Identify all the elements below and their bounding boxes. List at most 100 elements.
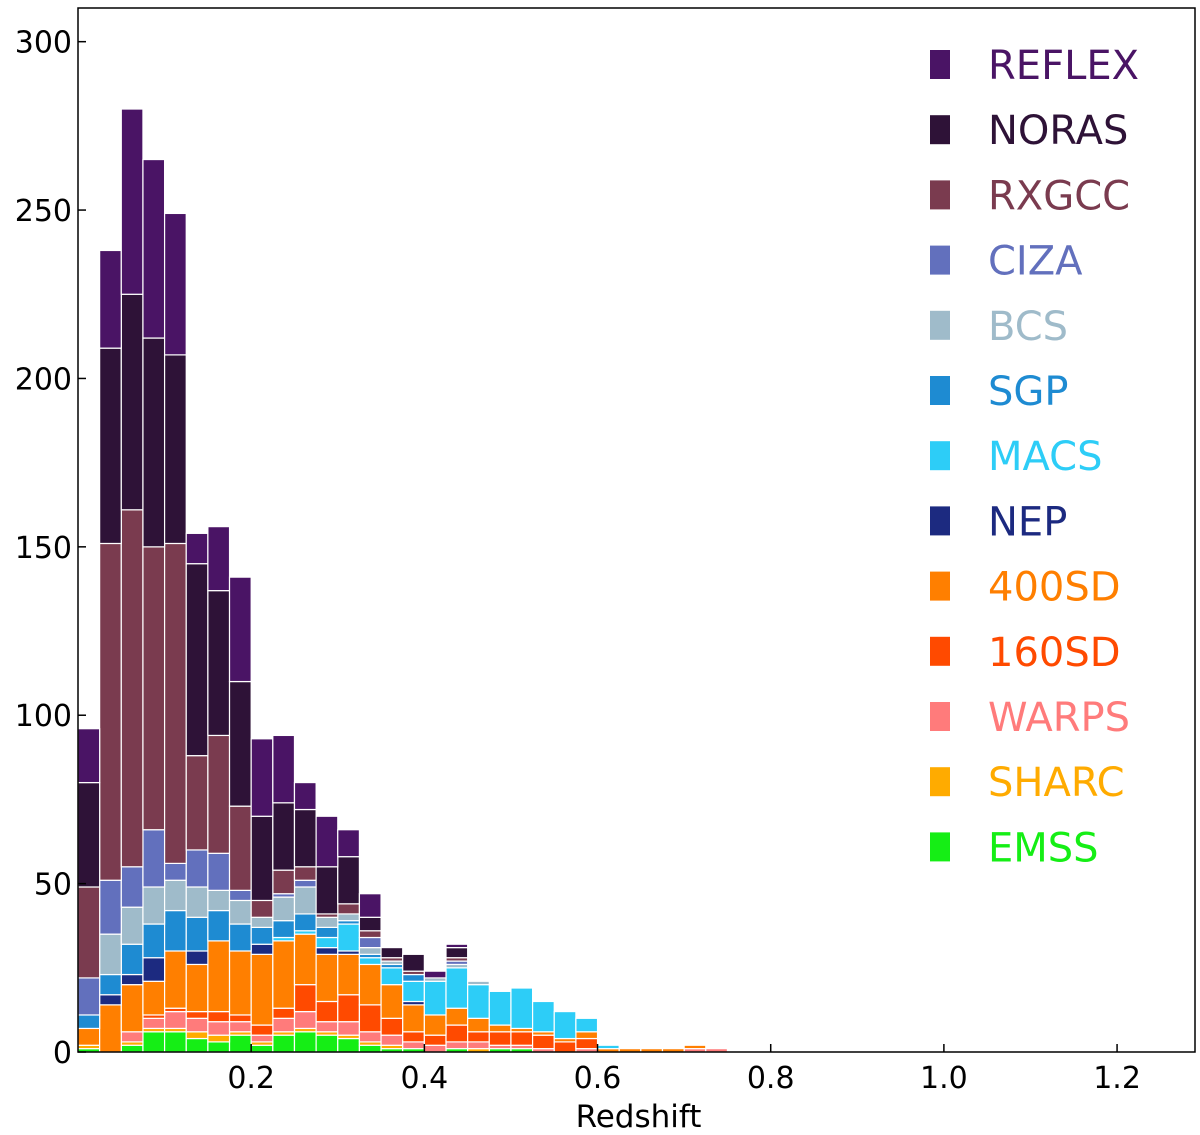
bar-warps-2 xyxy=(120,1031,144,1043)
bar-macs-16 xyxy=(423,980,447,1016)
bar-warps-9 xyxy=(272,1017,296,1033)
bar-noras-15 xyxy=(402,953,425,972)
bar-400sd-23 xyxy=(575,1031,599,1040)
x-tick-label: 0.4 xyxy=(400,1061,448,1096)
legend-label-macs: MACS xyxy=(988,434,1103,480)
bar-noras-6 xyxy=(207,590,231,737)
bar-400sd-15 xyxy=(402,1004,425,1033)
legend-swatch-warps xyxy=(930,702,950,731)
bar-warps-17 xyxy=(445,1041,469,1050)
bar-noras-12 xyxy=(337,856,361,905)
bar-sgp-4 xyxy=(163,909,187,952)
bar-macs-15 xyxy=(402,980,425,1003)
bar-bcs-12 xyxy=(337,913,361,922)
bar-160sd-6 xyxy=(207,1010,231,1023)
bar-warps-13 xyxy=(358,1031,382,1043)
bar-warps-16 xyxy=(423,1044,447,1053)
bar-400sd-17 xyxy=(445,1007,469,1026)
bar-reflex-17 xyxy=(445,943,469,949)
bar-noras-13 xyxy=(358,916,382,932)
bar-sgp-10 xyxy=(293,913,317,932)
bar-bcs-10 xyxy=(293,886,317,915)
x-tick-label: 0.6 xyxy=(574,1061,622,1096)
bar-macs-14 xyxy=(380,967,404,986)
bar-rxgcc-8 xyxy=(250,899,274,918)
bar-nep-8 xyxy=(250,943,274,955)
bar-160sd-21 xyxy=(531,1034,555,1050)
bar-noras-3 xyxy=(142,337,166,548)
bar-400sd-7 xyxy=(228,950,252,1016)
legend-label-reflex: REFLEX xyxy=(988,43,1139,89)
bar-noras-8 xyxy=(250,815,274,902)
bar-rxgcc-2 xyxy=(120,509,144,868)
y-tick-label: 100 xyxy=(15,699,72,734)
bar-sharc-5 xyxy=(185,1031,209,1040)
bar-160sd-11 xyxy=(315,1000,339,1023)
bar-160sd-23 xyxy=(575,1037,599,1050)
legend-swatch-sgp xyxy=(930,376,950,405)
bar-rxgcc-6 xyxy=(207,734,231,854)
bar-bcs-2 xyxy=(120,906,144,945)
legend-swatch-noras xyxy=(930,115,950,145)
bar-400sd-12 xyxy=(337,953,361,996)
bar-emss-2 xyxy=(120,1044,144,1053)
legend-label-160sd: 160SD xyxy=(988,630,1121,676)
bar-sgp-8 xyxy=(250,926,274,945)
bar-160sd-5 xyxy=(185,1010,209,1019)
legend-label-sharc: SHARC xyxy=(988,760,1125,806)
legend-swatch-bcs xyxy=(930,310,950,340)
legend-swatch-rxgcc xyxy=(930,180,950,210)
bar-noras-11 xyxy=(315,866,339,915)
bar-macs-12 xyxy=(337,923,361,952)
legend-label-noras: NORAS xyxy=(988,108,1128,154)
bar-macs-24 xyxy=(596,1044,620,1050)
bar-reflex-1 xyxy=(99,249,122,349)
y-tick-label: 300 xyxy=(15,26,72,61)
bar-ciza-5 xyxy=(185,849,209,888)
series-reflex xyxy=(77,108,469,979)
bar-400sd-2 xyxy=(120,984,144,1033)
bar-emss-8 xyxy=(250,1044,274,1053)
legend-label-bcs: BCS xyxy=(988,304,1068,350)
bar-noras-14 xyxy=(380,946,404,959)
legend-label-400sd: 400SD xyxy=(988,565,1121,611)
bar-warps-4 xyxy=(163,1010,187,1030)
bar-macs-21 xyxy=(531,1000,555,1033)
bar-bcs-9 xyxy=(272,896,296,922)
bar-reflex-5 xyxy=(185,532,209,565)
x-axis: 0.2 0.4 0.6 0.8 1.0 1.2 xyxy=(227,1044,1141,1096)
bar-sgp-3 xyxy=(142,923,166,959)
bar-bcs-4 xyxy=(163,879,187,912)
bar-noras-2 xyxy=(120,293,144,511)
bar-ciza-10 xyxy=(293,879,317,888)
bar-warps-3 xyxy=(142,1017,166,1030)
bar-400sd-14 xyxy=(380,984,404,1019)
bar-nep-5 xyxy=(185,950,209,966)
bar-rxgcc-12 xyxy=(337,903,361,915)
bar-400sd-11 xyxy=(315,953,339,1003)
legend-swatch-ciza xyxy=(930,245,950,275)
x-tick-label: 1.0 xyxy=(920,1061,968,1096)
bar-nep-1 xyxy=(99,994,122,1006)
bar-400sd-9 xyxy=(272,940,296,1009)
legend-swatch-nep xyxy=(930,506,950,536)
bar-emss-6 xyxy=(207,1041,231,1053)
bar-ciza-4 xyxy=(163,862,187,881)
bar-nep-2 xyxy=(120,973,144,986)
bar-160sd-14 xyxy=(380,1017,404,1036)
bar-macs-18 xyxy=(467,984,490,1019)
bar-reflex-0 xyxy=(77,728,101,784)
legend-swatch-macs xyxy=(930,441,950,471)
y-tick-label: 50 xyxy=(34,868,72,903)
bar-160sd-17 xyxy=(445,1024,469,1043)
x-tick-label: 1.2 xyxy=(1093,1061,1141,1096)
bar-noras-9 xyxy=(272,802,296,871)
bar-sgp-7 xyxy=(228,923,252,952)
bar-bcs-5 xyxy=(185,886,209,918)
bar-reflex-4 xyxy=(163,212,187,356)
bar-160sd-8 xyxy=(250,1024,274,1036)
bar-sgp-15 xyxy=(402,973,425,982)
bar-macs-23 xyxy=(575,1017,599,1033)
bar-warps-6 xyxy=(207,1021,231,1036)
